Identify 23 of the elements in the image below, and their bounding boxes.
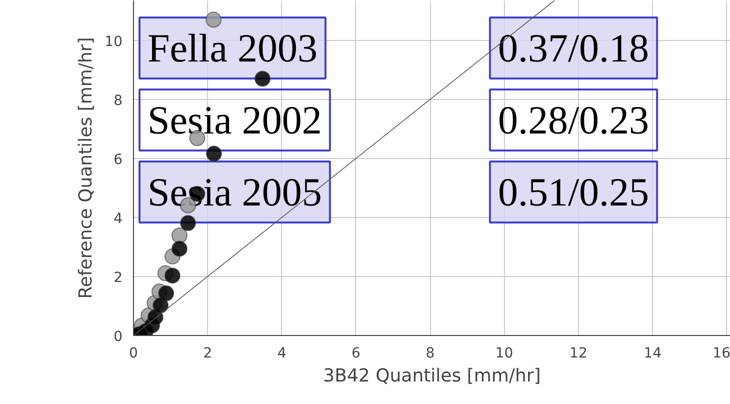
x-tick-label: 10 [495,346,514,362]
y-tick-label: 10 [104,34,123,50]
annotation: Sesia 2005 [148,170,322,214]
x-tick-label: 2 [203,346,212,362]
x-tick-label: 0 [129,346,138,362]
x-axis-title: 3B42 Quantiles [mm/hr] [323,366,541,386]
x-tick-label: 4 [277,346,286,362]
x-tick-label: 12 [570,346,588,362]
y-tick-label: 8 [114,92,123,109]
y-tick-label: 0 [114,329,123,345]
annotation: Sesia 2002 [148,98,322,142]
x-tick-label: 8 [426,346,435,362]
x-tick-label: 16 [712,346,730,362]
y-tick-label: 4 [114,210,123,227]
y-axis-title: Reference Quantiles [mm/hr] [76,37,97,299]
annotation: Fella 2003 [148,26,318,70]
annotation: 0.37/0.18 [498,26,650,70]
x-tick-label: 6 [352,346,361,362]
annotation: 0.51/0.25 [498,170,650,214]
y-tick-label: 2 [114,270,123,286]
x-tick-label: 14 [644,346,662,362]
y-tick-label: 6 [114,152,123,168]
annotation: 0.28/0.23 [498,98,650,142]
